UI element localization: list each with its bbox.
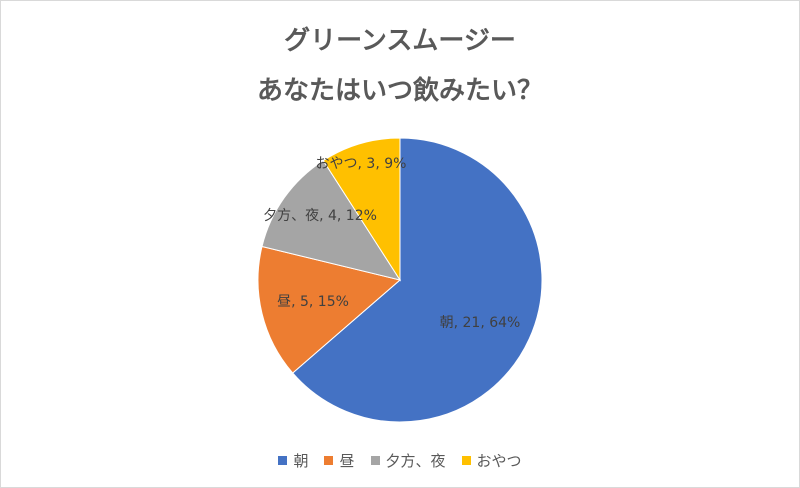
pie-slice-noon bbox=[257, 245, 402, 374]
legend-swatch-snack bbox=[461, 456, 471, 465]
legend: 朝 昼 夕方、夜 おやつ bbox=[0, 450, 800, 471]
legend-label-evening: 夕方、夜 bbox=[385, 452, 446, 470]
pie-slice-evening bbox=[261, 159, 402, 281]
chart-title-line1: グリーンスムージー bbox=[284, 26, 516, 56]
pie-slice-morning bbox=[291, 137, 543, 423]
legend-swatch-noon bbox=[324, 456, 334, 465]
legend-item-snack: おやつ bbox=[461, 450, 522, 471]
legend-item-morning: 朝 bbox=[278, 450, 308, 471]
legend-label-noon: 昼 bbox=[339, 452, 355, 470]
legend-item-evening: 夕方、夜 bbox=[370, 450, 446, 471]
data-label-noon: 昼, 5, 15% bbox=[277, 294, 349, 310]
pie-slice-snack bbox=[322, 137, 401, 282]
data-label-snack: おやつ, 3, 9% bbox=[316, 156, 407, 172]
data-label-morning: 朝, 21, 64% bbox=[440, 315, 521, 331]
legend-swatch-evening bbox=[370, 456, 380, 465]
chart-title-line2: あなたはいつ飲みたい？ bbox=[256, 76, 543, 106]
legend-label-snack: おやつ bbox=[476, 452, 522, 470]
legend-swatch-morning bbox=[278, 456, 288, 465]
legend-item-noon: 昼 bbox=[324, 450, 355, 471]
legend-label-morning: 朝 bbox=[293, 452, 309, 470]
data-label-evening: 夕方、夜, 4, 12% bbox=[263, 208, 377, 224]
